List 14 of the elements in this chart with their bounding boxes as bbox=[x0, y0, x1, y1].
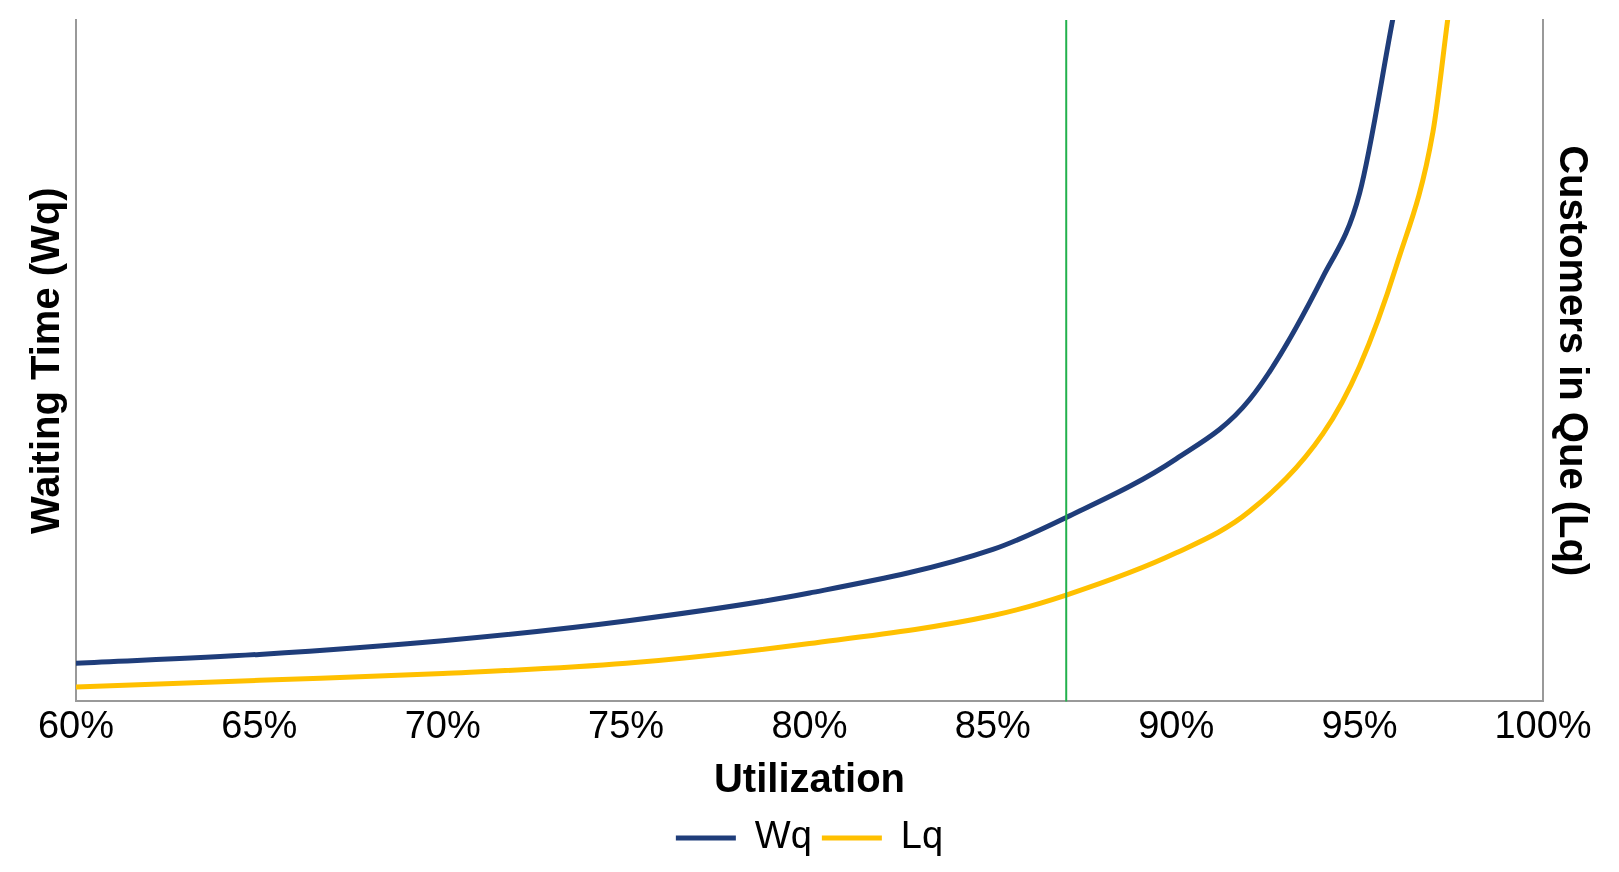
y2-axis-title: Customers in Que (Lq) bbox=[1551, 145, 1596, 577]
x-tick-label: 65% bbox=[221, 703, 298, 746]
x-tick-label: 80% bbox=[771, 703, 848, 746]
legend-label: Wq bbox=[754, 814, 812, 857]
x-tick-label: 85% bbox=[954, 703, 1031, 746]
x-tick-label: 70% bbox=[404, 703, 481, 746]
y-axis-title: Waiting Time (Wq) bbox=[23, 187, 68, 535]
x-tick-label: 90% bbox=[1138, 703, 1215, 746]
x-axis-title: Utilization bbox=[713, 756, 906, 801]
x-tick-label: 100% bbox=[1494, 703, 1592, 746]
x-tick-label: 95% bbox=[1321, 703, 1398, 746]
legend-label: Lq bbox=[900, 814, 944, 857]
x-tick-label: 60% bbox=[37, 703, 115, 746]
x-tick-label: 75% bbox=[588, 703, 665, 746]
